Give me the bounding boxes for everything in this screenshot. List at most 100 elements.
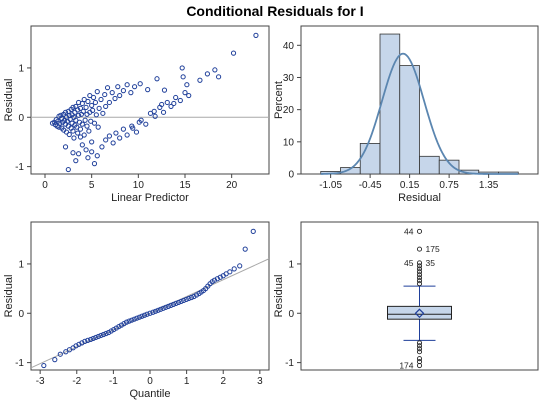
data-point: [141, 312, 148, 318]
data-point: [137, 81, 143, 87]
data-point: [57, 120, 63, 126]
data-point: [91, 120, 98, 126]
data-point: [109, 90, 115, 96]
data-point: [170, 301, 177, 307]
data-point: [62, 109, 69, 115]
data-point: [110, 140, 116, 146]
data-point: [164, 99, 170, 106]
data-point: [77, 126, 84, 132]
data-point: [98, 332, 104, 339]
outlier-point: [416, 346, 423, 352]
data-point: [124, 82, 130, 88]
data-point: [134, 315, 140, 321]
x-tick-label: 0.15: [400, 180, 420, 191]
data-point: [70, 150, 76, 156]
data-point: [151, 108, 157, 114]
data-point: [154, 76, 160, 82]
data-point: [95, 124, 101, 130]
interquartile-box: [387, 305, 452, 320]
data-point: [168, 103, 174, 110]
data-point: [73, 158, 79, 164]
outlier-point: [416, 269, 423, 275]
data-point: [113, 325, 119, 331]
data-point: [161, 87, 168, 93]
data-point: [106, 99, 113, 106]
data-point: [77, 105, 84, 111]
data-point: [152, 308, 159, 314]
data-point: [92, 99, 99, 106]
data-point: [108, 328, 114, 334]
data-point: [120, 126, 127, 132]
data-point: [93, 334, 99, 341]
x-axis-label: Residual: [398, 192, 441, 204]
data-point: [118, 322, 125, 328]
data-point: [103, 137, 109, 143]
outlier-point: [416, 266, 423, 272]
data-point: [128, 90, 134, 96]
data-point: [83, 147, 89, 153]
data-point: [227, 269, 233, 275]
y-tick-label: 0: [288, 309, 294, 320]
outlier-point: [416, 272, 423, 278]
data-point: [70, 128, 76, 134]
data-point: [116, 323, 122, 330]
data-point: [131, 316, 137, 322]
y-tick-label: -1: [15, 162, 24, 173]
y-tick-label: 30: [283, 73, 295, 84]
data-point: [191, 293, 197, 300]
data-point: [82, 338, 88, 344]
x-tick-label: 10: [133, 180, 145, 191]
y-tick-label: 10: [283, 137, 295, 148]
data-point: [102, 91, 108, 98]
histogram-bar: [419, 155, 440, 175]
outlier-label: 35: [426, 258, 436, 268]
data-point: [160, 109, 167, 115]
data-point: [124, 132, 130, 138]
data-point: [159, 101, 165, 108]
x-tick-label: 0: [42, 180, 48, 191]
x-tick-label: -1: [109, 376, 118, 387]
data-point: [66, 113, 72, 119]
data-point: [117, 92, 123, 99]
data-point: [85, 98, 91, 105]
normal-density-curve: [320, 52, 519, 175]
data-point: [117, 135, 123, 141]
data-point: [100, 110, 106, 116]
data-point: [70, 104, 76, 111]
data-point: [168, 302, 174, 308]
data-point: [139, 313, 145, 319]
data-point: [212, 67, 218, 73]
data-point: [130, 125, 136, 131]
data-point: [41, 362, 47, 369]
data-point: [180, 74, 186, 80]
data-point: [94, 153, 100, 159]
outlier-point: [416, 246, 423, 252]
data-point: [89, 149, 95, 155]
data-point: [75, 107, 81, 113]
data-point: [242, 246, 248, 252]
data-point: [75, 130, 81, 136]
data-point: [132, 84, 138, 90]
data-point: [145, 87, 151, 93]
data-point: [90, 94, 97, 101]
data-point: [179, 65, 185, 71]
data-point: [76, 151, 82, 157]
data-point: [103, 330, 109, 337]
data-point: [66, 131, 72, 138]
data-point: [178, 298, 184, 305]
y-tick-label: 1: [18, 63, 24, 74]
data-point: [186, 295, 192, 302]
data-point: [76, 112, 82, 118]
data-point: [85, 337, 91, 343]
x-axis-label: Quantile: [130, 388, 171, 400]
data-point: [100, 331, 107, 338]
data-point: [90, 107, 96, 113]
data-point: [120, 88, 127, 94]
outlier-label: 174: [399, 361, 413, 371]
outlier-point: [416, 363, 423, 369]
histogram-bar: [379, 33, 401, 175]
data-point: [88, 336, 94, 343]
data-point: [62, 144, 69, 150]
